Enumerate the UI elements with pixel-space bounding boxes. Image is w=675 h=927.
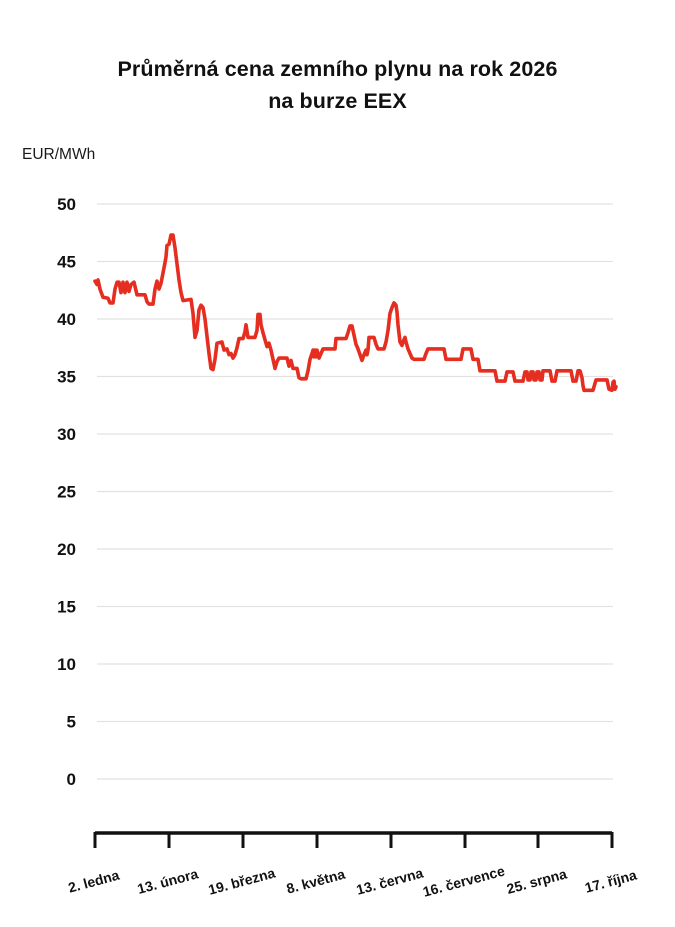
y-axis-tick-label: 50 bbox=[57, 195, 76, 214]
y-axis-unit-label: EUR/MWh bbox=[22, 146, 96, 163]
x-axis-tick-label: 8. května bbox=[285, 866, 347, 897]
chart-title: Průměrná cena zemního plynu na rok 2026 … bbox=[0, 53, 675, 117]
y-axis-tick-label: 35 bbox=[57, 368, 76, 387]
y-axis-tick-label: 25 bbox=[57, 483, 76, 502]
x-axis-tick-label: 17. října bbox=[583, 867, 638, 896]
price-line bbox=[93, 233, 618, 393]
x-axis-tick-label: 25. srpna bbox=[505, 865, 569, 896]
y-axis-tick-label: 5 bbox=[67, 713, 76, 732]
x-axis-tick-label: 2. ledna bbox=[66, 867, 121, 896]
chart-title-line2: na burze EEX bbox=[268, 89, 407, 113]
x-axis-tick-label: 13. února bbox=[136, 865, 200, 897]
y-axis-tick-label: 40 bbox=[57, 310, 76, 329]
x-axis-tick-label: 16. července bbox=[421, 863, 507, 900]
y-axis-tick-label: 15 bbox=[57, 598, 76, 617]
y-axis-tick-label: 10 bbox=[57, 655, 76, 674]
chart-title-line1: Průměrná cena zemního plynu na rok 2026 bbox=[117, 57, 558, 81]
y-axis-tick-label: 45 bbox=[57, 253, 76, 272]
y-axis-tick-label: 20 bbox=[57, 540, 76, 559]
x-axis-tick-label: 13. června bbox=[355, 865, 426, 898]
y-axis-tick-label: 0 bbox=[67, 770, 76, 789]
y-axis-tick-label: 30 bbox=[57, 425, 76, 444]
x-axis-tick-label: 19. března bbox=[207, 865, 277, 898]
